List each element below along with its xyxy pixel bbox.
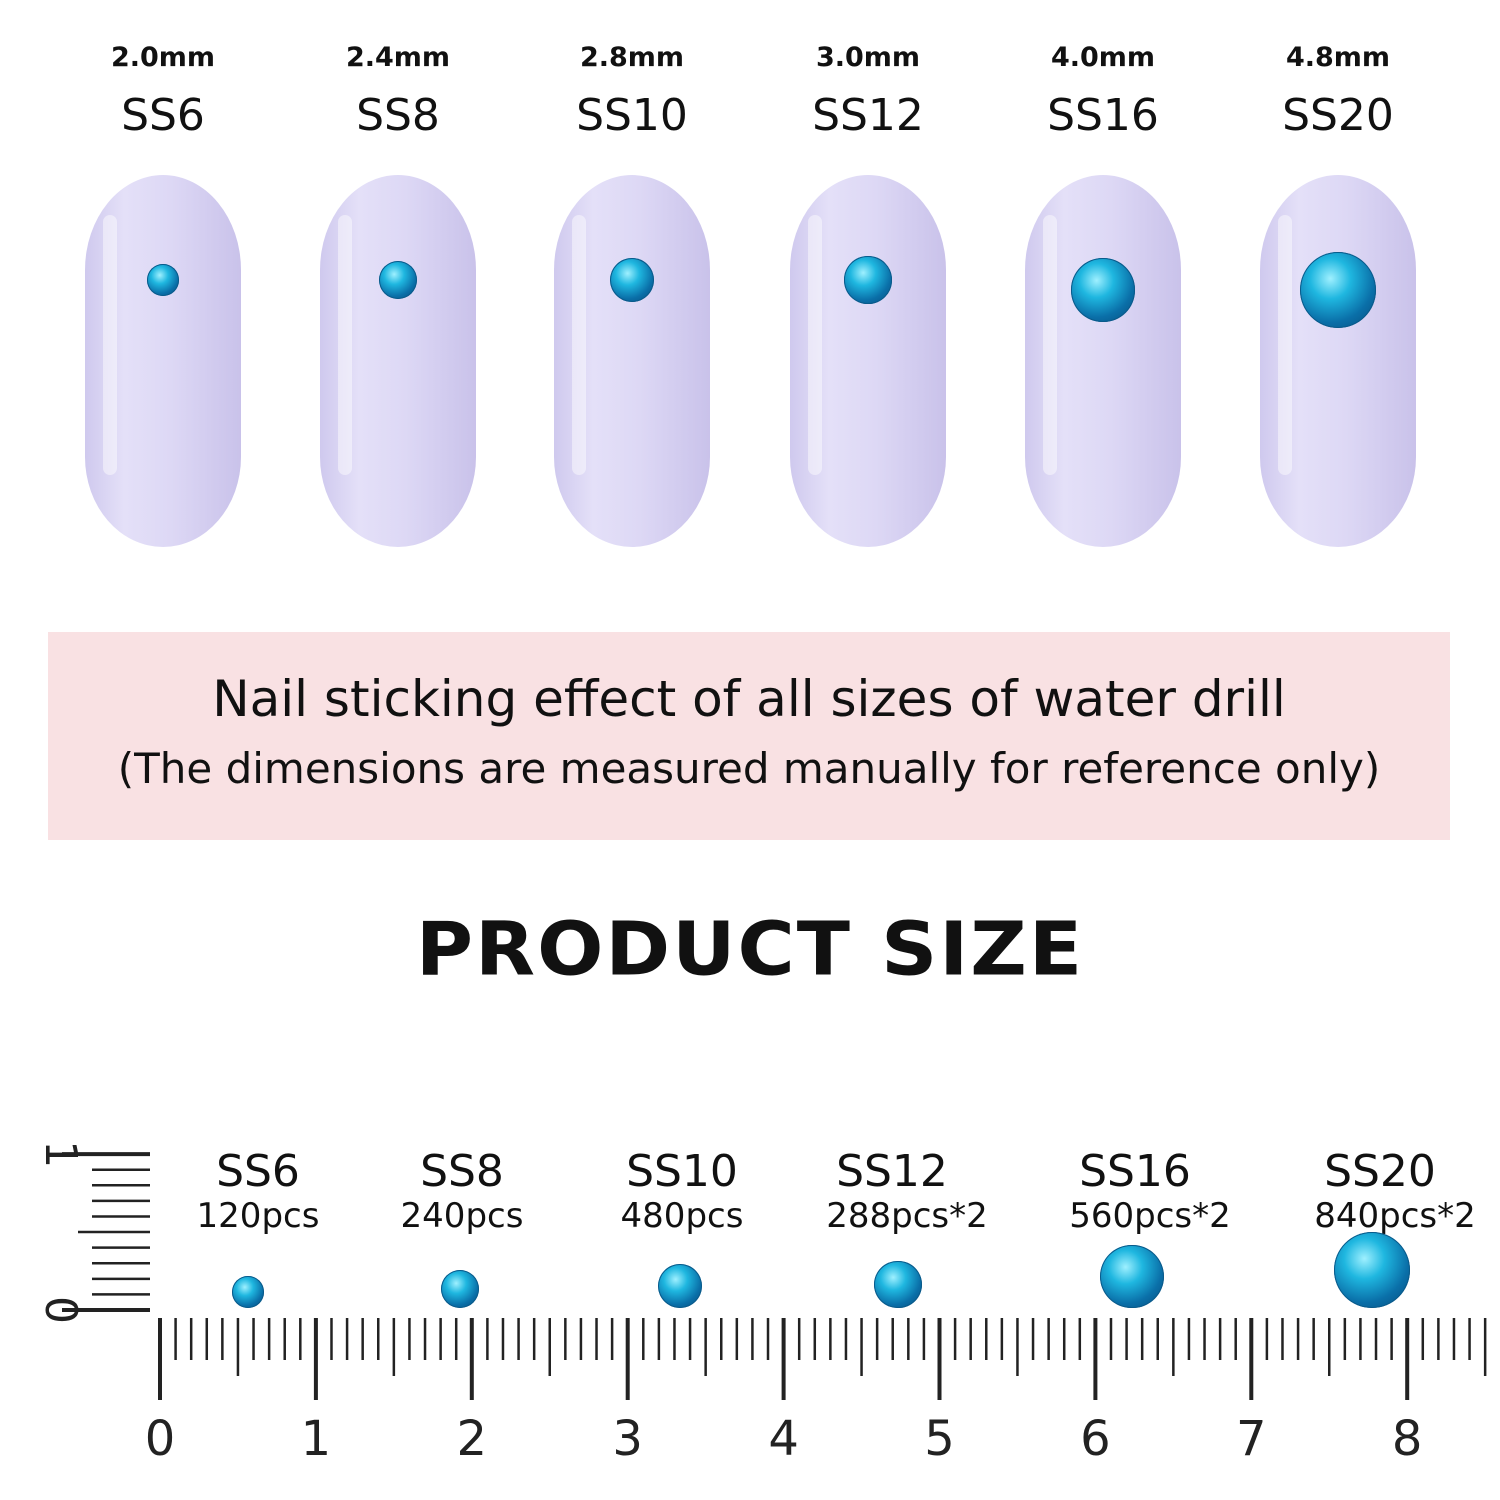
product-label: SS16 560pcs*2 [1015,1146,1255,1237]
rhinestone [657,1263,703,1308]
ruler-label: 3 [612,1411,643,1467]
pcs-label: 120pcs [196,1196,320,1236]
product-label: SS20 840pcs*2 [1260,1146,1500,1237]
product-label: SS10 480pcs [562,1146,802,1237]
product-label: SS12 288pcs*2 [772,1146,1012,1237]
ruler-label: 0 [35,1296,86,1324]
product-label: SS8 240pcs [342,1146,582,1237]
banner-heading: Nail sticking effect of all sizes of wat… [212,670,1286,728]
ruler-label: 4 [768,1411,799,1467]
ss-label: SS16 [1079,1146,1191,1197]
ss-label: SS6 [121,90,205,141]
rhinestone [1071,258,1135,322]
nail [790,175,946,547]
mm-label: 3.0mm [815,42,921,73]
pcs-label: 560pcs*2 [1069,1196,1231,1236]
banner-note: (The dimensions are measured manually fo… [117,744,1381,793]
rhinestone [609,257,655,303]
info-banner: Nail sticking effect of all sizes of wat… [48,632,1450,840]
ruler-label: 2 [457,1411,488,1467]
ruler-label: 1 [301,1411,332,1467]
ruler-label: 1 [35,1140,86,1168]
rhinestone [1100,1244,1164,1308]
rhinestone [379,261,417,299]
ss-label: SS6 [216,1146,300,1197]
ss-label: SS10 [626,1146,738,1197]
mm-label: 2.4mm [345,42,451,73]
mm-label: 2.8mm [579,42,685,73]
ruler-label: 7 [1236,1411,1267,1467]
nail [85,175,241,547]
ss-label: SS20 [1282,90,1394,141]
rhinestone [1300,252,1376,328]
ruler-label: 6 [1080,1411,1111,1467]
mm-label: 4.0mm [1050,42,1156,73]
pcs-label: 288pcs*2 [826,1196,988,1236]
ss-label: SS12 [836,1146,948,1197]
rhinestone [441,1270,479,1308]
rhinestone [844,256,892,304]
ss-label: SS8 [420,1146,504,1197]
nail [1025,175,1181,547]
ruler-label: 0 [145,1411,176,1467]
rhinestone [1334,1232,1410,1308]
ss-label: SS20 [1324,1146,1436,1197]
nail [554,175,710,547]
nail [320,175,476,547]
product-label: SS6 120pcs [138,1146,378,1237]
ruler-label: 5 [924,1411,955,1467]
pcs-label: 480pcs [620,1196,744,1236]
nail [1260,175,1416,547]
pcs-label: 840pcs*2 [1314,1196,1476,1236]
ss-label: SS16 [1047,90,1159,141]
pcs-label: 240pcs [400,1196,524,1236]
rhinestone [874,1260,922,1308]
mm-label: 4.8mm [1285,42,1391,73]
mm-label: 2.0mm [110,42,216,73]
ss-label: SS8 [356,90,440,141]
ss-label: SS10 [576,90,688,141]
rhinestone [147,264,179,296]
ss-label: SS12 [812,90,924,141]
ruler-label: 8 [1392,1411,1423,1467]
rhinestone [232,1276,264,1308]
section-title: PRODUCT SIZE [415,907,1085,993]
